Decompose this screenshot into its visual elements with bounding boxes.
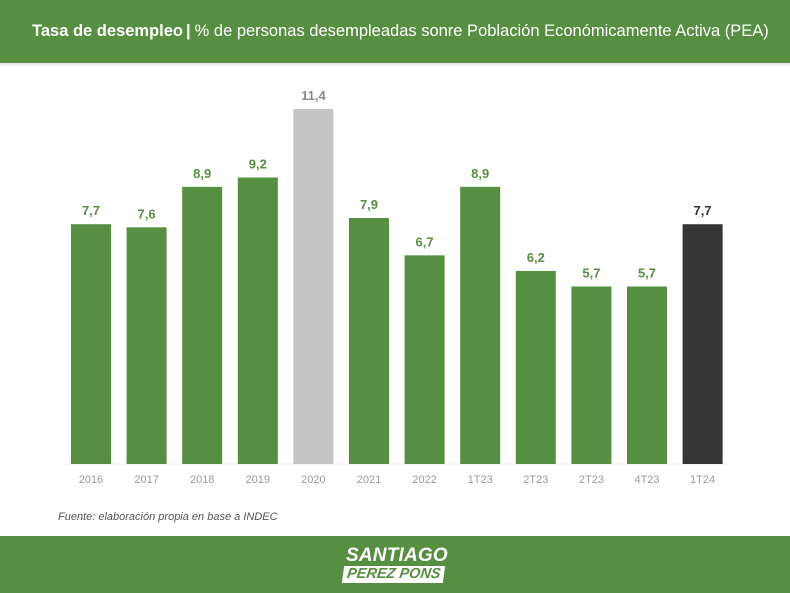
bar-1t23-7: [460, 186, 501, 464]
value-label: 5,7: [638, 266, 656, 281]
x-tick-label: 2018: [190, 474, 214, 486]
x-tick-label: 1T24: [690, 474, 715, 486]
bar-chart: 7,7 2016 7,6 2017 8,9 2018 9,2 2019 11,4 2020 7,9 2…: [65, 88, 730, 486]
brand-logo: SANTIAGO PEREZ PONS: [341, 545, 448, 585]
bar-4t23-10: [627, 286, 667, 464]
x-tick-label: 2T23: [579, 474, 604, 486]
bar-2019-3: [237, 177, 278, 464]
bar-2t23-8: [515, 270, 556, 464]
title-separator: |: [186, 22, 191, 40]
logo-line-1: SANTIAGO: [346, 545, 448, 566]
chart-title-subtitle: % de personas desempleadas sonre Poblaci…: [194, 22, 769, 40]
value-label: 6,2: [527, 250, 545, 265]
header-bar: [0, 0, 790, 63]
bar-2021-5: [349, 217, 389, 464]
x-tick-label: 2T23: [523, 474, 548, 486]
bar-2016-0: [71, 224, 111, 464]
value-label: 7,9: [360, 197, 378, 212]
value-label: 7,6: [138, 206, 156, 221]
value-label: 6,7: [416, 234, 434, 249]
value-label: 7,7: [694, 203, 712, 218]
x-tick-label: 4T23: [634, 474, 659, 486]
chart-title-bold: Tasa de desempleo: [32, 22, 184, 40]
bar-2022-6: [404, 255, 445, 464]
x-tick-label: 2019: [246, 474, 270, 486]
bar-2t23-9: [571, 286, 612, 464]
bar-2018-2: [182, 186, 223, 464]
source-note: Fuente: elaboración propia en base a IND…: [58, 511, 278, 523]
value-label: 5,7: [582, 266, 600, 281]
value-label: 11,4: [301, 88, 326, 103]
chart-title: Tasa de desempleo |% de personas desemple…: [32, 22, 769, 41]
value-label: 8,9: [193, 166, 211, 181]
value-label: 7,7: [82, 203, 100, 218]
header-shadow: [0, 63, 790, 67]
bar-2017-1: [126, 227, 167, 464]
logo-line-2: PEREZ PONS: [341, 566, 446, 583]
x-tick-label: 2021: [357, 474, 381, 486]
x-tick-label: 2022: [412, 474, 436, 486]
footer-bar: [0, 536, 790, 593]
x-tick-label: 2017: [134, 474, 158, 486]
bar-1t24-11: [682, 224, 723, 464]
bar-2020-4: [293, 109, 334, 464]
x-tick-label: 2020: [301, 474, 325, 486]
value-label: 9,2: [249, 157, 267, 172]
value-label: 8,9: [471, 166, 489, 181]
x-tick-label: 2016: [79, 474, 103, 486]
x-tick-label: 1T23: [468, 474, 493, 486]
